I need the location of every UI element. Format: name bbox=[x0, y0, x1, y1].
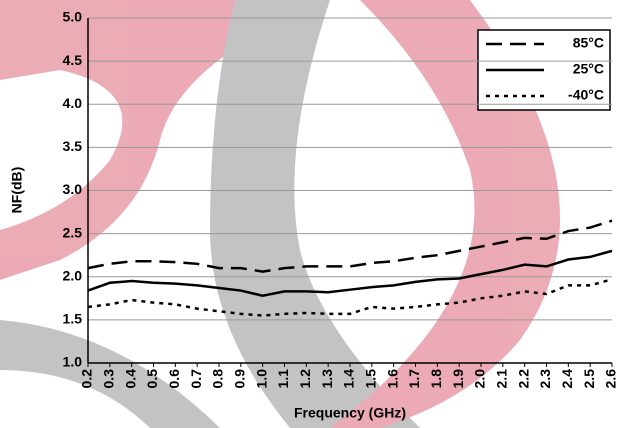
x-tick-label: 2.4 bbox=[559, 369, 575, 389]
x-tick-label: 0.8 bbox=[210, 369, 226, 389]
y-tick-label: 4.0 bbox=[63, 95, 83, 111]
x-tick-label: 1.6 bbox=[384, 369, 400, 389]
y-tick-label: 3.0 bbox=[63, 181, 83, 197]
legend-label: -40°C bbox=[568, 87, 604, 103]
x-tick-label: 1.1 bbox=[275, 369, 291, 389]
x-tick-label: 1.9 bbox=[450, 369, 466, 389]
x-tick-label: 0.4 bbox=[122, 369, 138, 389]
y-axis-label: NF(dB) bbox=[9, 167, 25, 214]
line bbox=[87, 278, 613, 317]
line bbox=[87, 249, 613, 298]
x-tick-label: 0.3 bbox=[101, 369, 117, 389]
x-tick-label: 2.6 bbox=[603, 369, 619, 389]
x-tick-label: 2.5 bbox=[581, 369, 597, 389]
x-tick-label: 1.3 bbox=[319, 369, 335, 389]
x-tick-label: 2.3 bbox=[537, 369, 553, 389]
x-tick-label: 2.1 bbox=[494, 369, 510, 389]
x-axis-label: Frequency (GHz) bbox=[294, 405, 406, 421]
x-tick-label: 0.6 bbox=[166, 369, 182, 389]
x-tick-label: 2.0 bbox=[472, 369, 488, 389]
x-tick-label: 1.8 bbox=[428, 369, 444, 389]
x-tick-label: 1.0 bbox=[253, 369, 269, 389]
y-tick-label: 5.0 bbox=[63, 9, 83, 25]
x-tick-label: 0.7 bbox=[188, 369, 204, 389]
x-tick-label: 1.7 bbox=[406, 369, 422, 389]
x-tick-label: 1.4 bbox=[341, 369, 357, 389]
x-tick-label: 1.2 bbox=[297, 369, 313, 389]
y-tick-label: 2.0 bbox=[63, 267, 83, 283]
legend-label: 85°C bbox=[573, 35, 604, 51]
x-tick-label: 0.9 bbox=[232, 369, 248, 389]
x-tick-label: 2.2 bbox=[515, 369, 531, 389]
x-tick-label: 0.5 bbox=[144, 369, 160, 389]
watermark bbox=[0, 0, 560, 428]
y-tick-label: 4.5 bbox=[63, 52, 83, 68]
legend-label: 25°C bbox=[573, 61, 604, 77]
y-tick-label: 1.0 bbox=[63, 354, 83, 370]
line bbox=[87, 219, 613, 273]
y-tick-label: 2.5 bbox=[63, 224, 83, 240]
x-tick-label: 0.2 bbox=[79, 369, 95, 389]
x-tick-label: 1.5 bbox=[363, 369, 379, 389]
y-tick-label: 3.5 bbox=[63, 138, 83, 154]
y-tick-label: 1.5 bbox=[63, 311, 83, 327]
